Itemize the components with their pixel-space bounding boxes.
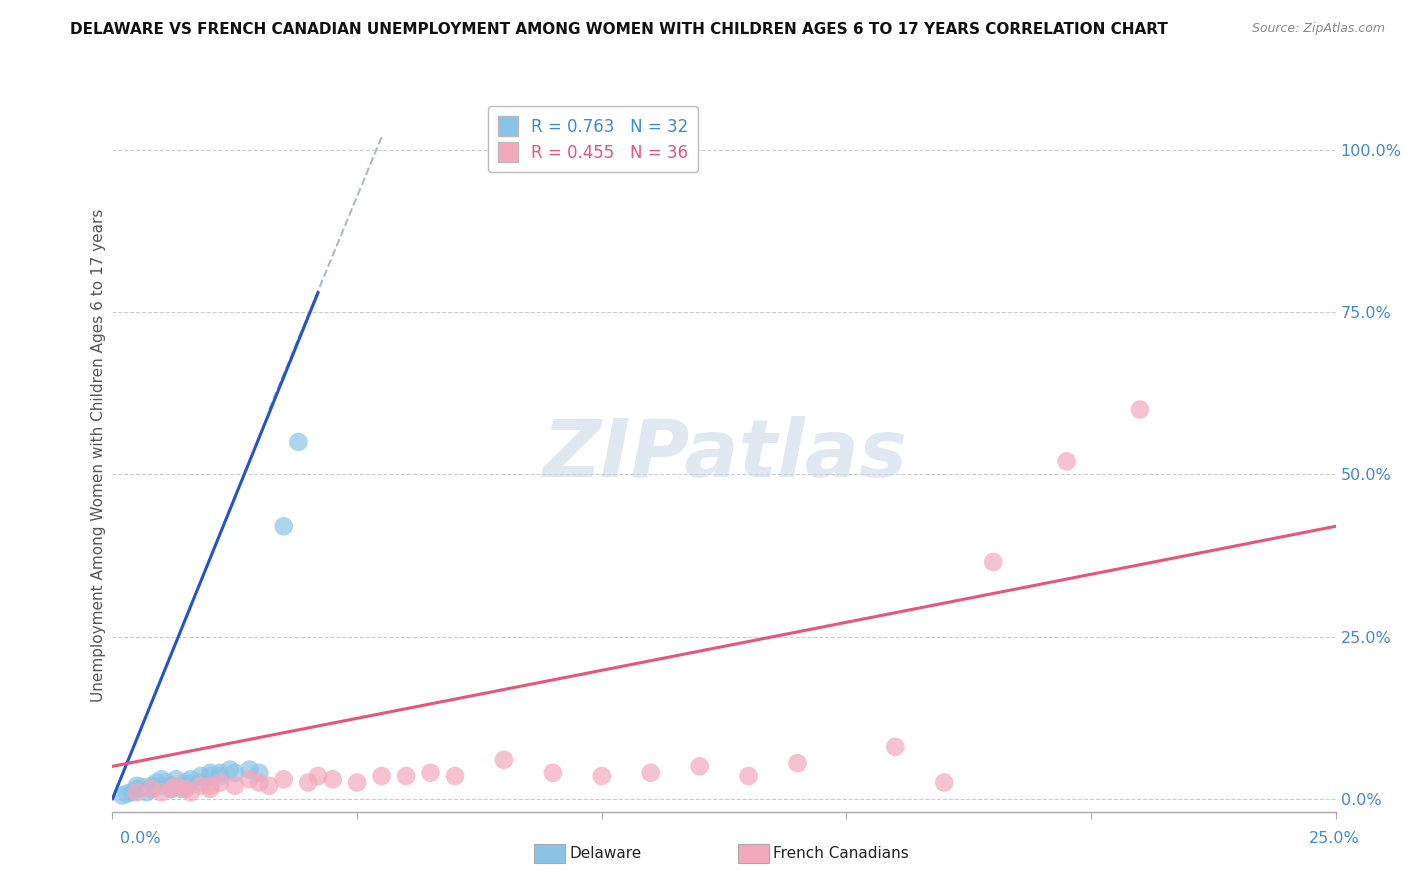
Point	[238, 772, 260, 787]
Point	[125, 782, 148, 797]
Y-axis label: Unemployment Among Women with Children Ages 6 to 17 years: Unemployment Among Women with Children A…	[91, 208, 105, 702]
Point	[492, 753, 515, 767]
Point	[224, 765, 246, 780]
Point	[165, 779, 187, 793]
Point	[174, 779, 197, 793]
Text: French Canadians: French Canadians	[773, 847, 910, 861]
Point	[322, 772, 344, 787]
Point	[170, 782, 193, 797]
Point	[257, 779, 280, 793]
Point	[591, 769, 613, 783]
Point	[346, 775, 368, 789]
Point	[541, 765, 564, 780]
Point	[150, 772, 173, 787]
Point	[219, 763, 242, 777]
Text: DELAWARE VS FRENCH CANADIAN UNEMPLOYMENT AMONG WOMEN WITH CHILDREN AGES 6 TO 17 : DELAWARE VS FRENCH CANADIAN UNEMPLOYMENT…	[70, 22, 1167, 37]
Point	[200, 782, 222, 797]
Point	[131, 780, 153, 794]
Point	[165, 772, 187, 787]
Text: ZIPatlas: ZIPatlas	[541, 416, 907, 494]
Point	[150, 785, 173, 799]
Point	[200, 779, 222, 793]
Text: 0.0%: 0.0%	[120, 831, 160, 846]
Point	[150, 779, 173, 793]
Point	[273, 772, 295, 787]
Point	[273, 519, 295, 533]
Point	[1056, 454, 1078, 468]
Point	[190, 775, 212, 789]
Point	[174, 775, 197, 789]
Point	[247, 775, 270, 789]
Point	[160, 782, 183, 797]
Point	[370, 769, 392, 783]
Point	[125, 779, 148, 793]
Point	[981, 555, 1004, 569]
Point	[115, 787, 138, 801]
Point	[209, 769, 232, 783]
Point	[135, 785, 157, 799]
Point	[884, 739, 907, 754]
Point	[174, 782, 197, 797]
Point	[160, 782, 183, 797]
Point	[209, 775, 232, 789]
Text: Source: ZipAtlas.com: Source: ZipAtlas.com	[1251, 22, 1385, 36]
Point	[141, 782, 163, 797]
Point	[737, 769, 759, 783]
Point	[145, 775, 167, 789]
Point	[1129, 402, 1152, 417]
Point	[689, 759, 711, 773]
Text: 25.0%: 25.0%	[1309, 831, 1360, 846]
Point	[111, 789, 134, 803]
Point	[307, 769, 329, 783]
Text: Delaware: Delaware	[569, 847, 641, 861]
Point	[444, 769, 467, 783]
Point	[121, 785, 143, 799]
Point	[419, 765, 441, 780]
Point	[200, 769, 222, 783]
Legend: R = 0.763   N = 32, R = 0.455   N = 36: R = 0.763 N = 32, R = 0.455 N = 36	[488, 106, 699, 171]
Point	[786, 756, 808, 770]
Point	[190, 779, 212, 793]
Point	[209, 765, 232, 780]
Point	[247, 765, 270, 780]
Point	[190, 769, 212, 783]
Point	[180, 772, 202, 787]
Point	[200, 765, 222, 780]
Point	[297, 775, 319, 789]
Point	[180, 785, 202, 799]
Point	[141, 782, 163, 797]
Point	[125, 785, 148, 799]
Point	[934, 775, 956, 789]
Point	[155, 775, 177, 789]
Point	[287, 434, 309, 449]
Point	[160, 779, 183, 793]
Point	[640, 765, 662, 780]
Point	[224, 779, 246, 793]
Point	[238, 763, 260, 777]
Point	[141, 779, 163, 793]
Point	[395, 769, 418, 783]
